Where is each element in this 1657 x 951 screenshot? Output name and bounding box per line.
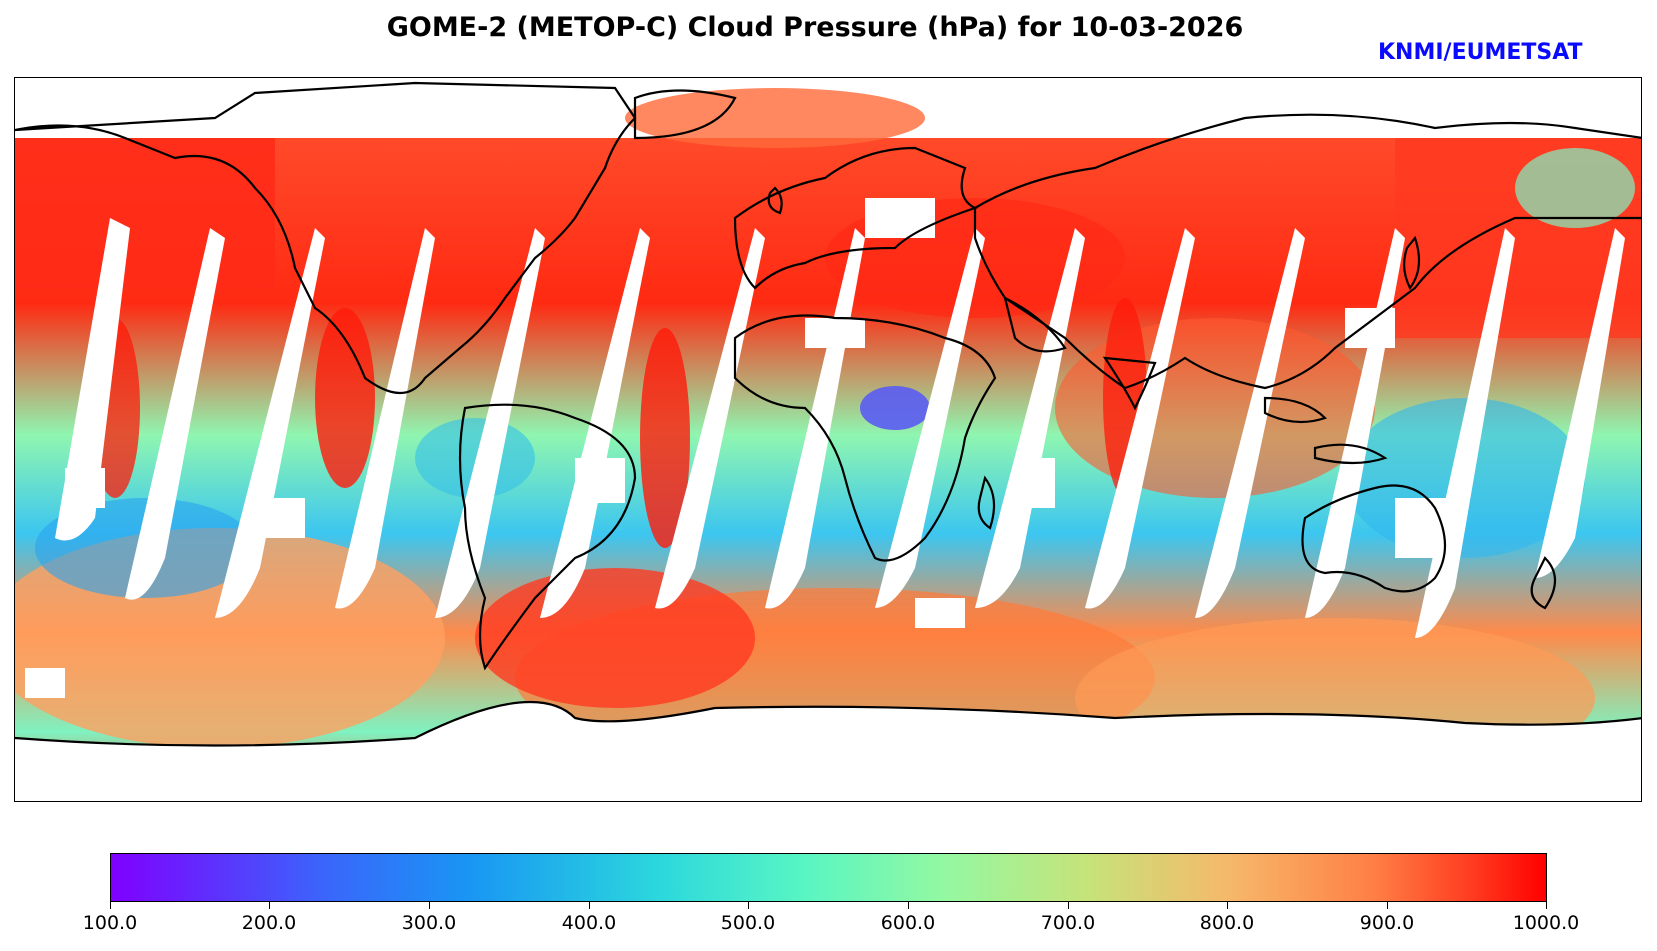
- cloud-pressure-map: [15, 78, 1641, 801]
- colorbar-tick-label: 400.0: [561, 912, 617, 934]
- colorbar-tick-label: 200.0: [241, 912, 297, 934]
- map-panel: [14, 77, 1642, 802]
- credit-label: KNMI/EUMETSAT: [1378, 40, 1583, 65]
- colorbar: [110, 853, 1547, 902]
- colorbar-tick-label: 700.0: [1040, 912, 1096, 934]
- chart-title: GOME-2 (METOP-C) Cloud Pressure (hPa) fo…: [386, 12, 1244, 43]
- colorbar-tick-label: 800.0: [1199, 912, 1255, 934]
- coastlines: [15, 81, 1641, 747]
- colorbar-tick: [269, 902, 270, 909]
- colorbar-tick: [1387, 902, 1388, 909]
- colorbar-tick: [1546, 902, 1547, 909]
- colorbar-tick: [589, 902, 590, 909]
- colorbar-tick-label: 600.0: [880, 912, 936, 934]
- colorbar-tick: [1068, 902, 1069, 909]
- colorbar-tick: [908, 902, 909, 909]
- colorbar-tick-label: 300.0: [401, 912, 457, 934]
- colorbar-tick-label: 900.0: [1359, 912, 1415, 934]
- colorbar-tick: [429, 902, 430, 909]
- colorbar-tick-label: 500.0: [720, 912, 776, 934]
- colorbar-tick-label: 100.0: [82, 912, 138, 934]
- swath-gaps: [55, 218, 1625, 638]
- colorbar-tick: [1227, 902, 1228, 909]
- colorbar-tick: [748, 902, 749, 909]
- colorbar-tick-label: 1000.0: [1512, 912, 1580, 934]
- colorbar-tick: [110, 902, 111, 909]
